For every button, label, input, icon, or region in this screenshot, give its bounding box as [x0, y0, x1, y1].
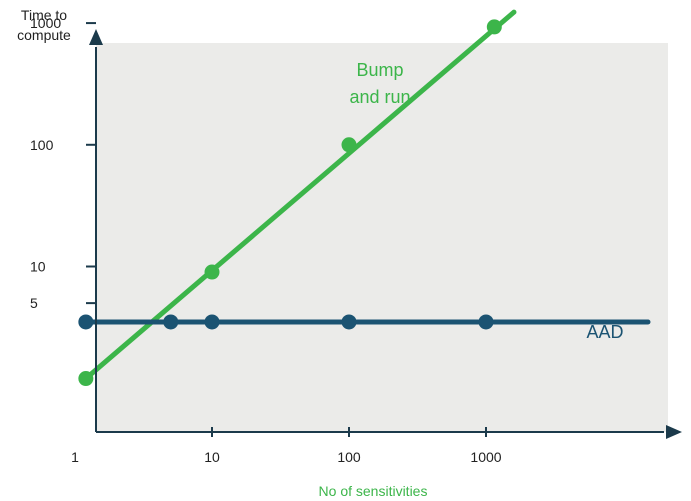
data-point-aad-2 [204, 314, 220, 330]
series-label-bump-and-run-line-1: and run [349, 87, 410, 107]
plot-background [96, 43, 668, 432]
series-layer [78, 9, 651, 387]
data-point-bump-and-run-1 [204, 264, 220, 280]
series-label-aad: AAD [586, 322, 623, 342]
x-tick-label-1000: 1000 [470, 449, 501, 465]
y-axis-title-line-1: compute [17, 27, 71, 43]
data-point-aad-3 [341, 314, 357, 330]
y-tick-label-10: 10 [30, 258, 46, 274]
x-tick-label-100: 100 [337, 449, 361, 465]
data-point-bump-and-run-0 [78, 371, 94, 387]
data-point-aad-1 [163, 314, 179, 330]
series-label-bump-and-run-line-0: Bump [356, 60, 403, 80]
series-line-bump-and-run [83, 9, 517, 382]
data-point-aad-4 [478, 314, 494, 330]
y-axis-title-line-0: Time to [21, 7, 67, 23]
data-point-bump-and-run-3 [486, 19, 502, 35]
x-tick-label-1: 1 [71, 449, 79, 465]
y-axis-arrow-icon [89, 29, 103, 45]
x-axis-arrow-icon [666, 425, 682, 439]
y-tick-label-100: 100 [30, 137, 54, 153]
x-tick-label-10: 10 [204, 449, 220, 465]
y-tick-label-1000: 1000 [30, 15, 61, 31]
data-point-bump-and-run-2 [341, 137, 357, 153]
data-point-aad-0 [78, 314, 94, 330]
y-tick-label-5: 5 [30, 295, 38, 311]
x-axis-title: No of sensitivities [319, 483, 428, 499]
axes-layer [86, 22, 682, 439]
